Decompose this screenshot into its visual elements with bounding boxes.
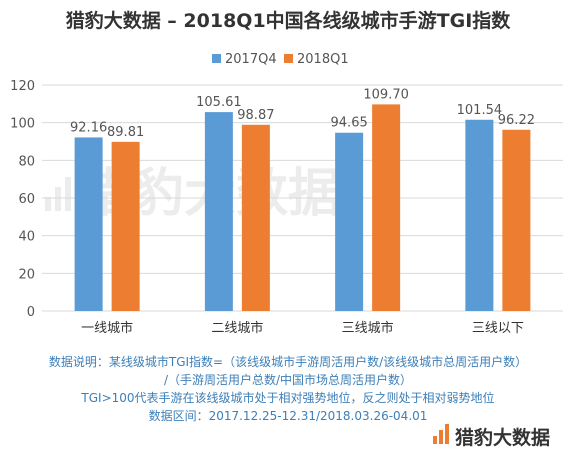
data-label-2018Q1-2: 98.87 — [237, 108, 274, 123]
watermark-logo-icon — [45, 177, 71, 211]
y-tick-0: 0 — [27, 305, 35, 320]
legend-label-2017Q4: 2017Q4 — [225, 52, 277, 67]
note-line-3: TGI>100代表手游在该线级城市处于相对强势地位，反之则处于相对弱势地位 — [80, 390, 494, 405]
bar-2018Q1-2 — [241, 124, 270, 311]
category-label-3: 三线城市 — [342, 320, 394, 336]
bar-2017Q4-4 — [465, 119, 494, 312]
data-label-2018Q1-3: 109.70 — [363, 87, 409, 102]
data-label-2018Q1-4: 96.22 — [498, 113, 535, 128]
y-tick-100: 100 — [10, 117, 35, 132]
bar-2017Q4-1 — [74, 137, 103, 311]
category-label-4: 三线以下 — [472, 321, 524, 336]
brand-name: 猎豹大数据 — [455, 426, 550, 449]
y-tick-120: 120 — [10, 79, 35, 94]
y-tick-60: 60 — [18, 192, 35, 207]
bar-logo-icon — [433, 424, 449, 444]
category-labels: 一线城市 二线城市 三线城市 三线以下 — [81, 320, 524, 336]
category-label-1: 一线城市 — [81, 320, 133, 336]
chart-title: 猎豹大数据 – 2018Q1中国各线级城市手游TGI指数 — [66, 9, 512, 32]
data-label-2017Q4-4: 101.54 — [457, 103, 503, 118]
data-label-2017Q4-3: 94.65 — [331, 116, 368, 131]
data-label-2017Q4-2: 105.61 — [196, 95, 242, 110]
legend-swatch-2018Q1 — [284, 54, 293, 63]
category-label-2: 二线城市 — [211, 320, 263, 336]
bars — [74, 104, 531, 312]
note-line-1: 数据说明：某线级城市TGI指数=（该线级城市手游周活用户数/该线级城市总周活用户… — [49, 354, 527, 369]
note-line-2: /（手游周活用户总数/中国市场总周活用户数） — [164, 372, 412, 387]
bar-2018Q1-3 — [372, 104, 401, 311]
bar-2017Q4-2 — [204, 112, 233, 311]
bar-2017Q4-3 — [335, 132, 364, 311]
legend-swatch-2017Q4 — [212, 54, 221, 63]
bar-2018Q1-1 — [111, 141, 140, 311]
y-tick-40: 40 — [18, 230, 35, 245]
data-notes: 数据说明：某线级城市TGI指数=（该线级城市手游周活用户数/该线级城市总周活用户… — [49, 354, 527, 423]
y-axis-ticks: 0 20 40 60 80 100 120 — [10, 79, 35, 320]
y-tick-20: 20 — [18, 267, 35, 282]
y-tick-80: 80 — [18, 154, 35, 169]
data-label-2018Q1-1: 89.81 — [107, 125, 144, 140]
legend-label-2018Q1: 2018Q1 — [297, 52, 349, 67]
data-label-2017Q4-1: 92.16 — [70, 120, 107, 135]
note-line-4: 数据区间：2017.12.25-12.31/2018.03.26-04.01 — [149, 408, 428, 423]
bar-2018Q1-4 — [502, 129, 531, 311]
legend: 2017Q4 2018Q1 — [212, 52, 349, 67]
